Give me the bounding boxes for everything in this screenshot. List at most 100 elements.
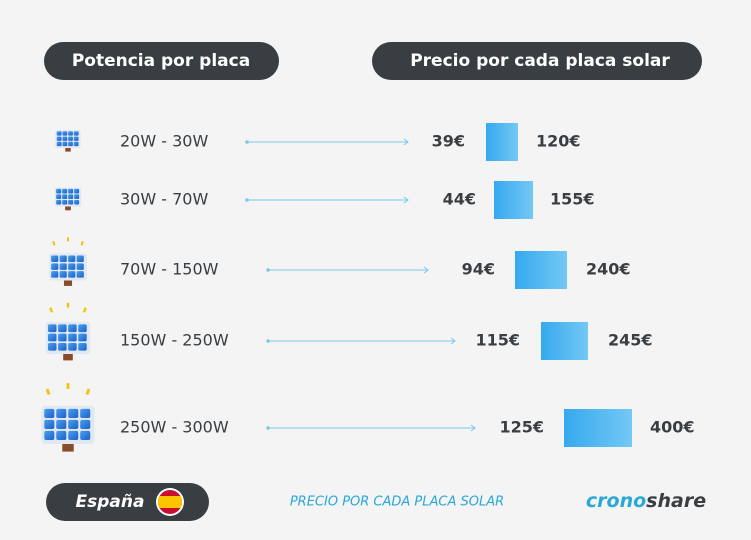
panel-cell	[68, 333, 77, 342]
panel-cell	[68, 194, 74, 199]
panel-cell	[48, 342, 57, 351]
panel-cell	[62, 136, 68, 141]
panel-stand	[63, 350, 73, 361]
panel-cell	[68, 263, 76, 270]
arrow-dot	[266, 426, 270, 430]
panel-cell	[80, 430, 91, 441]
arrow-head	[470, 424, 476, 432]
panel-cell	[51, 271, 59, 278]
panel-cell	[78, 333, 87, 342]
panel-cell	[56, 419, 67, 429]
panel-cell	[56, 136, 62, 141]
panel-cell	[68, 408, 79, 418]
panel-cell	[68, 141, 73, 147]
panel-cell	[68, 324, 77, 333]
panel-stand	[65, 204, 71, 211]
header-left: Potencia por placa	[72, 51, 250, 71]
brand-b: share	[646, 490, 706, 512]
power-label: 70W - 150W	[120, 260, 219, 279]
brand-a: crono	[586, 490, 646, 512]
panel-cell	[80, 419, 91, 429]
arrow-head	[423, 266, 429, 274]
panel-cell	[56, 194, 62, 199]
price-bar	[515, 251, 567, 289]
brand: cronoshare	[586, 490, 706, 512]
arrow-head	[450, 337, 456, 345]
panel-cell	[78, 324, 87, 333]
min-price: 94€	[462, 260, 495, 279]
country: España	[76, 492, 145, 512]
panel-cell	[56, 408, 67, 418]
panel-cell	[56, 141, 62, 147]
max-price: 120€	[536, 132, 581, 151]
panel-cell	[68, 255, 76, 263]
panel-icon	[41, 383, 95, 452]
power-label: 30W - 70W	[120, 190, 208, 209]
panel-cell	[58, 324, 67, 333]
arrow-dot	[266, 339, 270, 343]
panel-cell	[68, 430, 79, 441]
header-right: Precio por cada placa solar	[410, 51, 670, 71]
min-price: 115€	[475, 331, 520, 350]
panel-cell	[68, 342, 77, 351]
panel-cell	[51, 263, 59, 270]
max-price: 400€	[650, 418, 695, 437]
panel-cell	[68, 131, 73, 136]
panel-cell	[78, 342, 87, 351]
panel-cell	[56, 131, 62, 136]
panel-cell	[73, 131, 79, 136]
panel-stand	[65, 146, 71, 152]
panel-cell	[68, 271, 76, 278]
price-bar	[494, 181, 533, 219]
panel-cell	[68, 199, 74, 205]
panel-cell	[59, 263, 67, 270]
panel-icon	[55, 130, 81, 152]
max-price: 155€	[550, 190, 595, 209]
arrow-head	[403, 138, 409, 146]
panel-cell	[80, 408, 91, 418]
flag	[156, 488, 184, 516]
panel-cell	[62, 131, 68, 136]
panel-cell	[68, 188, 74, 194]
panel-cell	[74, 194, 80, 199]
power-label: 250W - 300W	[120, 418, 229, 437]
sparkle	[45, 388, 51, 396]
panel-cell	[74, 199, 80, 205]
panel-icon	[49, 237, 87, 286]
panel-cell	[56, 188, 62, 194]
panel-cell	[58, 342, 67, 351]
panel-cell	[76, 271, 84, 278]
panel-cell	[44, 419, 55, 429]
panel-cell	[44, 430, 55, 441]
panel-cell	[48, 333, 57, 342]
panel-cell	[76, 255, 84, 263]
panel-cell	[56, 199, 62, 205]
arrow-dot	[245, 198, 249, 202]
power-label: 20W - 30W	[120, 132, 208, 151]
sparkle	[82, 307, 87, 313]
panel-cell	[44, 408, 55, 418]
panel-cell	[74, 188, 80, 194]
panel-cell	[59, 271, 67, 278]
panel-stand	[63, 277, 73, 286]
sparkle	[49, 307, 54, 313]
price-bar	[564, 409, 632, 447]
header-pill	[372, 42, 702, 80]
panel-cell	[48, 324, 57, 333]
caption: PRECIO POR CADA PLACA SOLAR	[290, 495, 504, 510]
rows: 20W - 30W 39€ 120€ 30W - 70W 44€ 155€ 70W - 15…	[41, 123, 695, 452]
panel-cell	[59, 255, 67, 263]
power-label: 150W - 250W	[120, 331, 229, 350]
panel-cell	[58, 333, 67, 342]
sparkle	[52, 241, 56, 246]
panel-cell	[68, 419, 79, 429]
panel-stand	[62, 440, 74, 452]
panel-cell	[76, 263, 84, 270]
panel-cell	[73, 141, 79, 147]
panel-cell	[62, 199, 68, 205]
panel-cell	[62, 188, 68, 194]
arrow-head	[403, 196, 409, 204]
price-bar	[541, 322, 588, 360]
